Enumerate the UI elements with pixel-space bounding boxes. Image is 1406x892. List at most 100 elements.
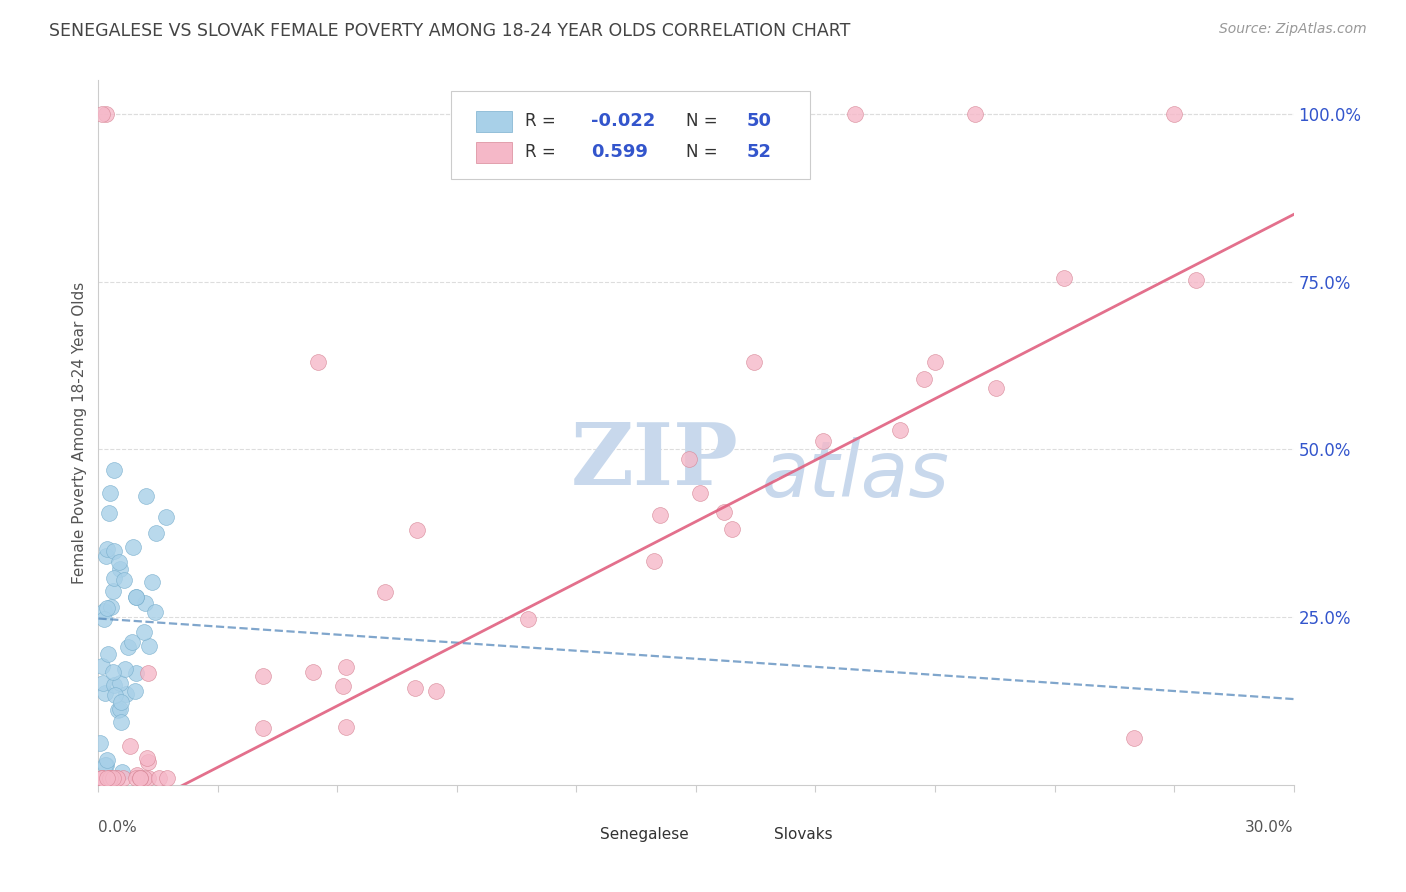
Text: N =: N = [686,143,718,161]
Point [844,107,866,121]
Point [101,771,124,785]
Point [103,678,125,692]
Point [148,771,170,785]
Point [91,771,114,785]
FancyBboxPatch shape [477,111,512,132]
Point [252,721,274,735]
Point [252,669,274,683]
Point [122,540,145,554]
Point [91,771,114,785]
Point [302,665,325,679]
Point [138,639,160,653]
Point [105,771,128,785]
Point [114,662,136,676]
Point [103,584,125,599]
Point [91,771,114,785]
Text: Slovaks: Slovaks [773,827,832,842]
Point [136,751,159,765]
Text: 0.599: 0.599 [591,143,648,161]
Point [96,107,118,121]
Point [963,107,986,121]
Point [111,764,134,779]
Point [104,688,127,702]
Point [720,523,742,537]
Point [132,625,155,640]
Point [125,665,148,680]
Point [125,771,148,785]
Point [93,612,115,626]
Point [89,736,111,750]
Point [112,573,135,587]
Point [145,525,167,540]
Point [889,423,911,437]
Point [136,771,159,785]
Point [110,715,132,730]
FancyBboxPatch shape [477,142,512,162]
Point [134,596,156,610]
Point [103,571,125,585]
Text: Senegalese: Senegalese [600,827,689,842]
Point [129,771,152,785]
Point [91,676,114,690]
Point [404,681,426,695]
Text: Source: ZipAtlas.com: Source: ZipAtlas.com [1219,22,1367,37]
Point [155,509,177,524]
Point [103,543,125,558]
Point [96,757,118,772]
Text: atlas: atlas [762,437,949,513]
Point [98,485,121,500]
FancyBboxPatch shape [564,826,595,843]
FancyBboxPatch shape [737,826,768,843]
Text: R =: R = [524,143,555,161]
Point [135,489,157,503]
Point [96,753,118,767]
Point [97,647,120,661]
Point [678,452,700,467]
Point [110,695,132,709]
Point [986,381,1008,395]
Text: N =: N = [686,112,718,130]
Point [516,612,538,626]
Point [91,659,114,673]
Point [924,355,946,369]
Point [307,355,329,369]
Point [335,660,357,674]
Point [120,739,142,753]
Point [374,585,396,599]
Point [96,542,118,557]
Point [100,771,122,785]
Text: R =: R = [524,112,555,130]
Point [713,505,735,519]
Point [94,686,117,700]
Point [111,771,134,785]
Point [93,604,115,618]
Point [96,601,118,615]
Point [121,635,143,649]
Text: 50: 50 [747,112,770,130]
Point [648,508,671,522]
Point [124,683,146,698]
Point [406,523,429,537]
Point [98,507,121,521]
Text: ZIP: ZIP [571,419,738,503]
Point [94,549,117,564]
Point [1185,273,1208,287]
Point [103,462,125,476]
Point [98,771,121,785]
Point [136,665,159,680]
Point [134,771,156,785]
Point [125,591,148,605]
Point [332,679,354,693]
Point [145,606,167,620]
Point [125,591,148,605]
Point [1123,731,1146,745]
Point [141,574,163,589]
Text: 30.0%: 30.0% [1246,821,1294,835]
Point [1163,107,1185,121]
Point [744,354,766,368]
Point [91,771,114,785]
Text: SENEGALESE VS SLOVAK FEMALE POVERTY AMONG 18-24 YEAR OLDS CORRELATION CHART: SENEGALESE VS SLOVAK FEMALE POVERTY AMON… [49,22,851,40]
Point [97,771,120,785]
Y-axis label: Female Poverty Among 18-24 Year Olds: Female Poverty Among 18-24 Year Olds [72,282,87,583]
Text: -0.022: -0.022 [591,112,655,130]
